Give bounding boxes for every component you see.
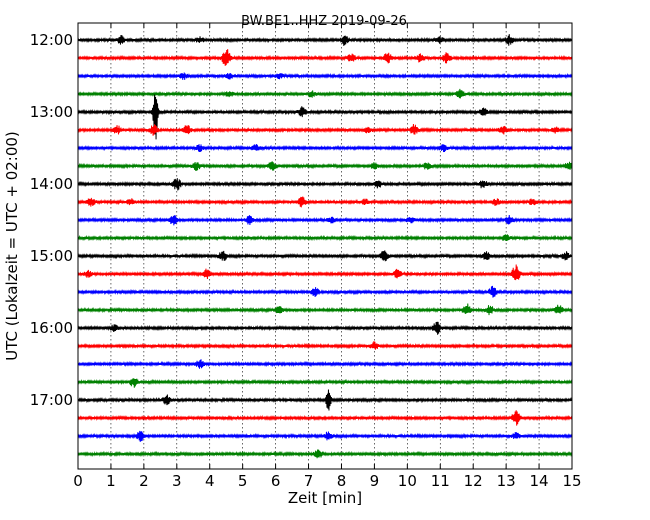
trace-1530 [77, 285, 573, 298]
x-tick-label: 6 [271, 472, 281, 490]
trace-1330 [77, 143, 573, 153]
trace-1515 [77, 264, 573, 281]
trace-1430 [77, 214, 573, 226]
x-tick-label: 15 [562, 472, 581, 490]
x-tick-label: 7 [304, 472, 314, 490]
trace-1200 [77, 34, 573, 46]
trace-1745 [77, 449, 573, 459]
trace-1715 [77, 410, 573, 426]
axis-ticks: 0 1 2 3 4 5 6 7 8 9 10 11 12 13 14 1512:0013:0014:0015:… [30, 23, 582, 490]
trace-1415 [77, 196, 573, 208]
x-tick-label: 11 [431, 472, 450, 490]
x-tick-label: 14 [530, 472, 549, 490]
y-tick-label: 13:00 [30, 103, 73, 121]
x-tick-label: 8 [337, 472, 347, 490]
trace-series [77, 34, 573, 459]
y-axis-label: UTC (Lokalzeit = UTC + 02:00) [3, 131, 21, 361]
y-tick-label: 17:00 [30, 391, 73, 409]
trace-1215 [77, 49, 573, 66]
x-axis-label: Zeit [min] [288, 489, 362, 507]
trace-1645 [77, 378, 573, 388]
x-tick-label: 2 [139, 472, 149, 490]
trace-1300 [77, 94, 573, 140]
x-tick-label: 3 [172, 472, 182, 490]
trace-1730 [77, 430, 573, 442]
x-tick-label: 12 [464, 472, 483, 490]
trace-1700 [77, 389, 573, 411]
grid-lines [110, 23, 540, 469]
x-tick-label: 10 [398, 472, 417, 490]
trace-1345 [77, 161, 573, 171]
x-tick-label: 13 [497, 472, 516, 490]
x-tick-label: 9 [370, 472, 380, 490]
chart-title: BW.BE1..HHZ 2019-09-26 [241, 14, 407, 29]
trace-1400 [77, 178, 573, 191]
trace-1600 [77, 321, 573, 335]
trace-1245 [77, 88, 573, 99]
y-tick-label: 12:00 [30, 31, 73, 49]
y-tick-label: 14:00 [30, 175, 73, 193]
trace-1500 [77, 250, 573, 262]
plot-frame [77, 22, 573, 470]
x-tick-label: 5 [238, 472, 248, 490]
y-tick-label: 15:00 [30, 247, 73, 265]
trace-1315 [77, 123, 573, 136]
trace-1445 [77, 234, 573, 242]
x-tick-label: 0 [73, 472, 83, 490]
x-tick-label: 1 [106, 472, 116, 490]
trace-1230 [77, 72, 573, 80]
trace-1545 [77, 303, 573, 316]
trace-1615 [77, 341, 573, 350]
x-tick-label: 4 [205, 472, 215, 490]
y-tick-label: 16:00 [30, 319, 73, 337]
trace-1630 [77, 359, 573, 369]
